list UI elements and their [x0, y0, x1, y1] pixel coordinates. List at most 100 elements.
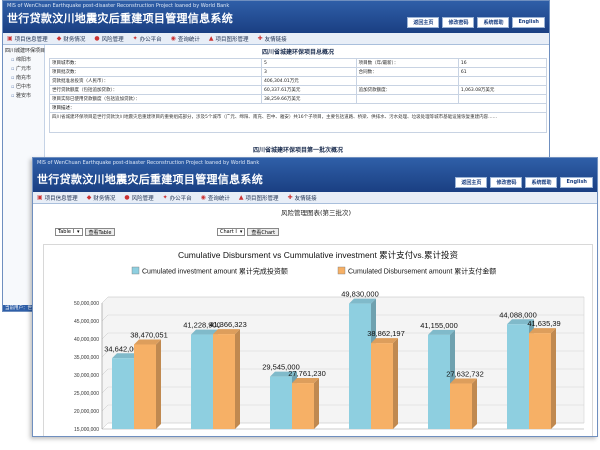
table-select[interactable]: Table I ▾: [55, 228, 83, 236]
data-label: 34,642,000: [104, 344, 142, 353]
bar-top: [292, 378, 319, 384]
data-label: 38,862,197: [367, 329, 405, 338]
overview-row: 项目实际已使用贷款额度（包括追加贷款）： 38,259.66万美元: [49, 94, 547, 104]
overview-cell: 项目批次数：: [49, 67, 262, 77]
bar-top: [191, 329, 218, 335]
data-label: 41,155,000: [420, 321, 458, 330]
nav-office[interactable]: ✦ 办公平台: [132, 35, 162, 43]
table-controls: Table I ▾ 查看Table: [55, 228, 116, 236]
grid-diagonal: [101, 350, 109, 358]
tree-item-bazhong[interactable]: 巴中市: [5, 83, 42, 90]
bar-side: [472, 378, 477, 429]
grid-diagonal: [101, 332, 109, 340]
nav-drawing[interactable]: ▲ 项目图形管理: [238, 194, 279, 202]
project-icon: ▣: [7, 35, 13, 42]
bar: [428, 334, 450, 429]
drawing-icon: ▲: [238, 194, 244, 201]
bar-top: [507, 319, 534, 325]
risk-icon: ●: [94, 35, 100, 42]
overview-cell: 合同数：: [355, 67, 459, 77]
bar-top: [112, 353, 139, 359]
tree-item-guangyuan[interactable]: 广元市: [5, 65, 42, 72]
nav-project-info[interactable]: ▣ 项目信息管理: [7, 35, 48, 43]
bar: [191, 334, 213, 429]
view-chart-button[interactable]: 查看Chart: [247, 228, 280, 236]
grid-diagonal: [101, 296, 109, 304]
overview-cell: 项目数（年/最新）：: [355, 58, 459, 68]
system-subtitle: MIS of WenChuan Earthquake post-disaster…: [7, 3, 230, 9]
chart-select[interactable]: Chart I ▾: [217, 228, 246, 236]
home-button[interactable]: 返回主页: [455, 177, 488, 188]
data-label: 27,761,230: [288, 369, 326, 378]
bar: [349, 303, 371, 429]
nav-links[interactable]: ✚ 友情链接: [287, 194, 317, 202]
grid-diagonal: [101, 422, 109, 430]
nav-finance[interactable]: ◆ 财务情况: [56, 35, 86, 43]
link-icon: ✚: [257, 35, 263, 42]
nav-project-info[interactable]: ▣ 项目信息管理: [37, 194, 78, 202]
nav-risk[interactable]: ● 风险管理: [94, 35, 124, 43]
header-banner: MIS of WenChuan Earthquake post-disaster…: [3, 1, 549, 33]
nav-office[interactable]: ✦ 办公平台: [162, 194, 192, 202]
bar-top: [213, 329, 240, 335]
change-password-button[interactable]: 修改密码: [442, 17, 475, 28]
english-button[interactable]: English: [512, 17, 545, 28]
overview-cell: 世行贷款额度（包括追加贷款）：: [49, 85, 262, 95]
help-button[interactable]: 系统帮助: [477, 17, 510, 28]
change-password-button[interactable]: 修改密码: [490, 177, 523, 188]
bar-top: [428, 329, 455, 335]
finance-icon: ◆: [86, 194, 92, 201]
tree-item-mianyang[interactable]: 绵阳市: [5, 56, 42, 63]
overview-cell: 60,337.61万美元: [260, 85, 357, 95]
chevron-down-icon: ▾: [77, 229, 80, 235]
office-icon: ✦: [162, 194, 168, 201]
system-title: 世行贷款汶川地震灾后重建项目管理信息系统: [7, 12, 233, 25]
nav-drawing[interactable]: ▲ 项目图形管理: [208, 35, 249, 43]
risk-chart-window: MIS of WenChuan Earthquake post-disaster…: [32, 157, 598, 437]
bar-top: [349, 298, 376, 304]
header-buttons: 返回主页 修改密码 系统帮助 English: [407, 17, 545, 28]
nav-finance[interactable]: ◆ 财务情况: [86, 194, 116, 202]
overview-row: 世行贷款额度（包括追加贷款）： 60,337.61万美元 追加贷款额度： 1,063.…: [49, 85, 547, 95]
overview-cell: 贷款批准总投资（人民币）：: [49, 76, 262, 86]
bar: [270, 376, 292, 429]
tree-item-nanchong[interactable]: 南充市: [5, 74, 42, 81]
overview-row: 贷款批准总投资（人民币）： 406,304.01万元: [49, 76, 547, 86]
bar: [112, 358, 134, 429]
overview-panel: 四川省城建环保项目总概况 项目城市数： 5 项目数（年/最新）： 16 项目批次数： 3 合…: [49, 45, 547, 309]
overview-cell: 项目城市数：: [49, 58, 262, 68]
y-tick-label: 50,000,000: [74, 301, 99, 307]
overview-table: 项目城市数： 5 项目数（年/最新）： 16 项目批次数： 3 合同数： 61 贷款批准总投资（…: [49, 58, 547, 104]
system-subtitle: MIS of WenChuan Earthquake post-disaster…: [37, 160, 260, 166]
nav-links[interactable]: ✚ 友情链接: [257, 35, 287, 43]
finance-icon: ◆: [56, 35, 62, 42]
nav-risk[interactable]: ● 风险管理: [124, 194, 154, 202]
view-table-button[interactable]: 查看Table: [84, 228, 116, 236]
bar: [292, 383, 314, 429]
bar: [134, 344, 156, 429]
chart-title: Cumulative Disbursment vs Cummulative in…: [178, 250, 459, 260]
bar: [371, 343, 393, 429]
y-tick-label: 20,000,000: [74, 409, 99, 415]
home-button[interactable]: 返回主页: [407, 17, 440, 28]
english-button[interactable]: English: [560, 177, 593, 188]
y-tick-label: 25,000,000: [74, 391, 99, 397]
nav-stats[interactable]: ◉ 查询统计: [170, 35, 200, 43]
overview-cell: 项目实际已使用贷款额度（包括追加贷款）：: [49, 94, 262, 104]
bar-side: [314, 378, 319, 429]
overview-cell: [355, 94, 459, 104]
main-nav: ▣ 项目信息管理 ◆ 财务情况 ● 风险管理 ✦ 办公平台 ◉ 查询统计 ▲ 项目图形管理 …: [33, 192, 597, 204]
legend-label: Cumulated Disbursement amount 累计支付金额: [348, 267, 496, 276]
risk-chart-panel: 风险管理图表(第三批次) Table I ▾ 查看Table Chart I ▾ 查…: [33, 204, 597, 436]
overview-cell: 16: [457, 58, 547, 68]
data-label: 41,228,900: [183, 321, 221, 330]
tree-item-yaan[interactable]: 雅安市: [5, 92, 42, 99]
bar-side: [393, 338, 398, 429]
stats-icon: ◉: [200, 194, 206, 201]
help-button[interactable]: 系统帮助: [525, 177, 558, 188]
nav-stats[interactable]: ◉ 查询统计: [200, 194, 230, 202]
tree-root[interactable]: 四川城建环保项目: [5, 48, 46, 54]
grid-diagonal: [101, 314, 109, 322]
bar: [450, 383, 472, 429]
y-tick-label: 30,000,000: [74, 373, 99, 379]
